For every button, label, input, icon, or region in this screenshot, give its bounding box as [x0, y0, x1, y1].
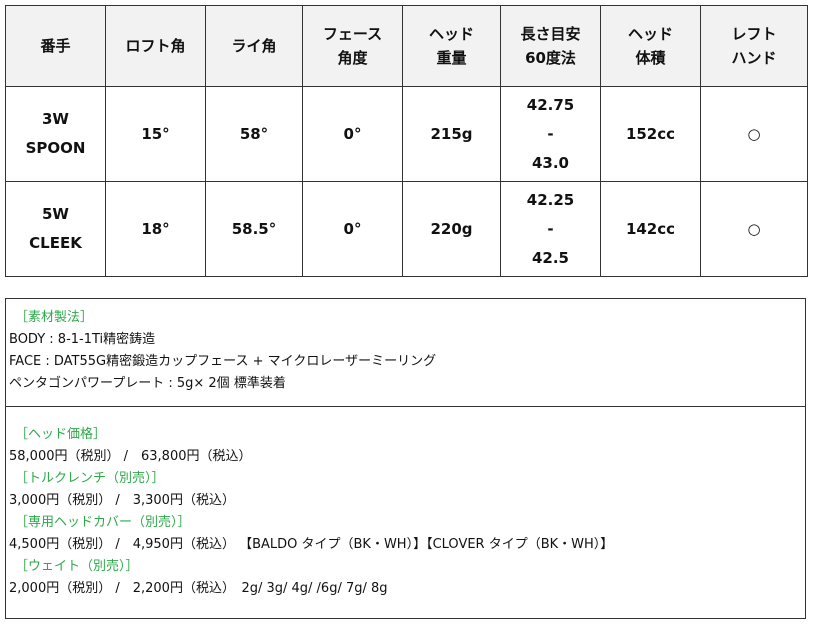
col-header: レフト ハンド [700, 5, 808, 87]
price-line: 58,000円（税別） / 63,800円（税込） [9, 449, 252, 464]
table-cell: 58.5° [205, 181, 303, 277]
table-cell: 0° [302, 181, 403, 277]
price-line: 4,500円（税別） / 4,950円（税込） 【BALDO タイプ（BK・WH… [9, 537, 614, 552]
table-row: 5W CLEEK 18° 58.5° 0° 220g 42.25-42.5 142cc ○ [5, 181, 808, 277]
materials-line: FACE : DAT55G精密鍛造カップフェース + マイクロレーザーミーリング [9, 354, 437, 369]
table-cell: 42.25-42.5 [500, 181, 601, 277]
col-header: ヘッド 体積 [600, 5, 701, 87]
spec-table: 番手 ロフト角 ライ角 フェース 角度 ヘッド 重量 長さ目安 60度法 ヘッド 体積 … [5, 5, 808, 277]
col-header: ライ角 [205, 5, 303, 87]
table-row: 3W SPOON 15° 58° 0° 215g 42.75-43.0 152cc ○ [5, 86, 808, 182]
prices-box: ［ヘッド価格］ 58,000円（税別） / 63,800円（税込） ［トルクレン… [5, 406, 806, 619]
col-header: 長さ目安 60度法 [500, 5, 601, 87]
materials-line: BODY : 8-1-1Ti精密鋳造 [9, 332, 156, 347]
col-header: ロフト角 [105, 5, 206, 87]
table-cell: 152cc [600, 86, 701, 182]
table-cell: 3W SPOON [5, 86, 106, 182]
table-cell: ○ [700, 181, 808, 277]
table-cell: 220g [402, 181, 501, 277]
table-cell: 18° [105, 181, 206, 277]
materials-line: ペンタゴンパワープレート : 5g× 2個 標準装着 [9, 376, 286, 391]
table-cell: 142cc [600, 181, 701, 277]
col-header: 番手 [5, 5, 106, 87]
price-line: 3,000円（税別） / 3,300円（税込） [9, 493, 235, 508]
price-line: 2,000円（税別） / 2,200円（税込） 2g/ 3g/ 4g/ /6g/… [9, 581, 388, 596]
table-cell: 0° [302, 86, 403, 182]
table-cell: 15° [105, 86, 206, 182]
price-heading: ［ウェイト（別売）］ [15, 559, 139, 574]
col-header: ヘッド 重量 [402, 5, 501, 87]
table-cell: 215g [402, 86, 501, 182]
materials-box: ［素材製法］ BODY : 8-1-1Ti精密鋳造 FACE : DAT55G精… [5, 298, 806, 407]
table-cell: 42.75-43.0 [500, 86, 601, 182]
price-heading: ［トルクレンチ（別売）］ [15, 471, 165, 486]
col-header: フェース 角度 [302, 5, 403, 87]
materials-heading: ［素材製法］ [15, 310, 94, 325]
header-row: 番手 ロフト角 ライ角 フェース 角度 ヘッド 重量 長さ目安 60度法 ヘッド 体積 … [5, 5, 808, 87]
table-cell: ○ [700, 86, 808, 182]
price-heading: ［ヘッド価格］ [15, 427, 107, 442]
table-cell: 58° [205, 86, 303, 182]
price-heading: ［専用ヘッドカバー（別売）］ [15, 515, 191, 530]
table-cell: 5W CLEEK [5, 181, 106, 277]
